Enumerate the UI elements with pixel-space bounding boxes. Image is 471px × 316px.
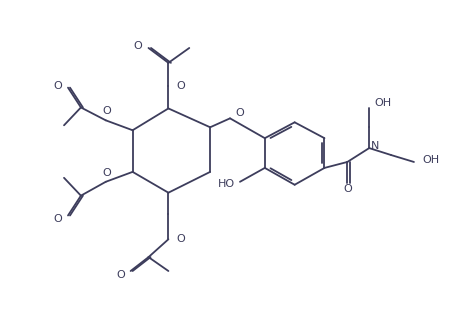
Text: HO: HO (218, 179, 235, 189)
Text: O: O (53, 81, 62, 91)
Text: OH: OH (374, 99, 391, 108)
Text: OH: OH (422, 155, 439, 165)
Text: O: O (53, 215, 62, 224)
Text: N: N (371, 141, 380, 151)
Text: O: O (235, 108, 244, 118)
Text: O: O (102, 168, 111, 178)
Text: O: O (343, 184, 352, 194)
Text: O: O (134, 41, 143, 51)
Text: O: O (176, 81, 185, 91)
Text: O: O (176, 234, 185, 244)
Text: O: O (102, 106, 111, 116)
Text: O: O (116, 270, 125, 280)
